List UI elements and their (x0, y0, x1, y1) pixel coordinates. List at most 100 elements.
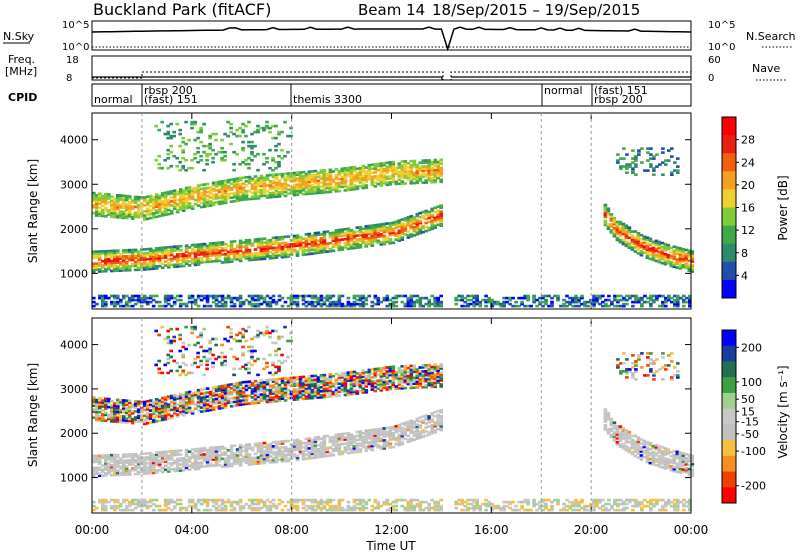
velocity-cell (430, 418, 434, 421)
power-cell (182, 265, 186, 268)
power-cell (281, 297, 285, 300)
power-cell (247, 163, 251, 166)
power-cell (407, 230, 411, 233)
power-cell (640, 147, 644, 150)
nsky-label: N.Sky (3, 30, 35, 43)
power-cell (262, 153, 266, 156)
power-cell (283, 155, 287, 158)
velocity-cell (188, 407, 192, 410)
cpid-segment-rbsp-2: rbsp 200 (594, 93, 643, 106)
power-cell (634, 163, 638, 166)
power-cell (193, 121, 197, 124)
power-cell (419, 220, 423, 223)
power-cell (250, 159, 254, 162)
power-cell (268, 131, 272, 134)
power-cell (160, 167, 164, 170)
power-cell (242, 186, 246, 189)
power-cell (604, 220, 608, 223)
power-cell (202, 123, 206, 126)
power-cell (205, 159, 209, 162)
power-cell (224, 247, 228, 250)
velocity-cell (206, 387, 210, 390)
power-cell (235, 153, 239, 156)
power-cell (154, 159, 158, 162)
velocity-cell (233, 444, 237, 447)
cpid-segment-normal-1: normal (94, 93, 133, 106)
power-cell (197, 305, 201, 308)
power-cell (154, 125, 158, 128)
power-heatmap-cells (92, 121, 694, 308)
power-cell (209, 305, 213, 308)
power-cell (332, 250, 336, 253)
power-cell (250, 151, 254, 154)
power-cell (676, 157, 680, 160)
power-cell (392, 161, 396, 164)
power-cell (667, 244, 671, 247)
velocity-cell (392, 446, 396, 449)
power-cell (199, 127, 203, 130)
power-cell (223, 159, 227, 162)
power-cell (278, 179, 282, 182)
power-cell (208, 153, 212, 156)
power-cell (323, 169, 327, 172)
power-cell (169, 145, 173, 148)
power-cell (196, 137, 200, 140)
power-cell (196, 151, 200, 154)
power-cell (184, 143, 188, 146)
power-cell (430, 214, 434, 217)
power-cell (179, 299, 183, 302)
power-cell (640, 161, 644, 164)
power-cell (341, 295, 345, 298)
power-cell (175, 157, 179, 160)
velocity-cell (170, 415, 174, 418)
velocity-cell (116, 454, 120, 457)
power-cell (241, 141, 245, 144)
power-cell (338, 190, 342, 193)
power-cell (232, 169, 236, 172)
power-cell (239, 295, 243, 298)
velocity-cell (182, 469, 186, 472)
nsky-series (92, 27, 691, 49)
power-cell (95, 303, 99, 306)
nsky-tick-bottom: 10^0 (62, 42, 89, 53)
power-cell (181, 165, 185, 168)
power-cell (193, 157, 197, 160)
power-cell (233, 240, 237, 243)
figure-title: Buckland Park (fitACF) (93, 0, 271, 19)
power-cell (526, 295, 530, 298)
power-cell (181, 149, 185, 152)
power-cell (283, 121, 287, 124)
power-cell (169, 151, 173, 154)
power-cell (404, 182, 408, 185)
power-cell (188, 202, 192, 205)
power-cell (586, 305, 590, 308)
power-cell (184, 159, 188, 162)
power-cell (628, 226, 632, 229)
power-cell (178, 129, 182, 132)
power-cell (359, 244, 363, 247)
power-cell (676, 165, 680, 168)
power-cell (92, 297, 96, 300)
power-cell (208, 143, 212, 146)
nave-label: Nave (752, 62, 780, 75)
power-cell (211, 161, 215, 164)
power-cell (401, 236, 405, 239)
y-tick-label: 3000 (60, 178, 88, 191)
power-cell (631, 149, 635, 152)
power-cell (220, 139, 224, 142)
power-cell (395, 305, 399, 308)
power-cell (365, 303, 369, 306)
power-cell (158, 301, 162, 304)
nsky-panel-frame (92, 21, 691, 50)
cpid-label: CPID (8, 91, 37, 104)
power-cell (200, 257, 204, 260)
power-cell (661, 173, 665, 176)
velocity-cell (179, 453, 183, 456)
power-cell (268, 149, 272, 152)
power-cell (172, 135, 176, 138)
nave-tick-top: 60 (708, 55, 721, 66)
power-cell (544, 299, 548, 302)
power-cell (289, 127, 293, 130)
power-cell (610, 213, 614, 216)
cpid-segment-themis: themis 3300 (293, 93, 362, 106)
